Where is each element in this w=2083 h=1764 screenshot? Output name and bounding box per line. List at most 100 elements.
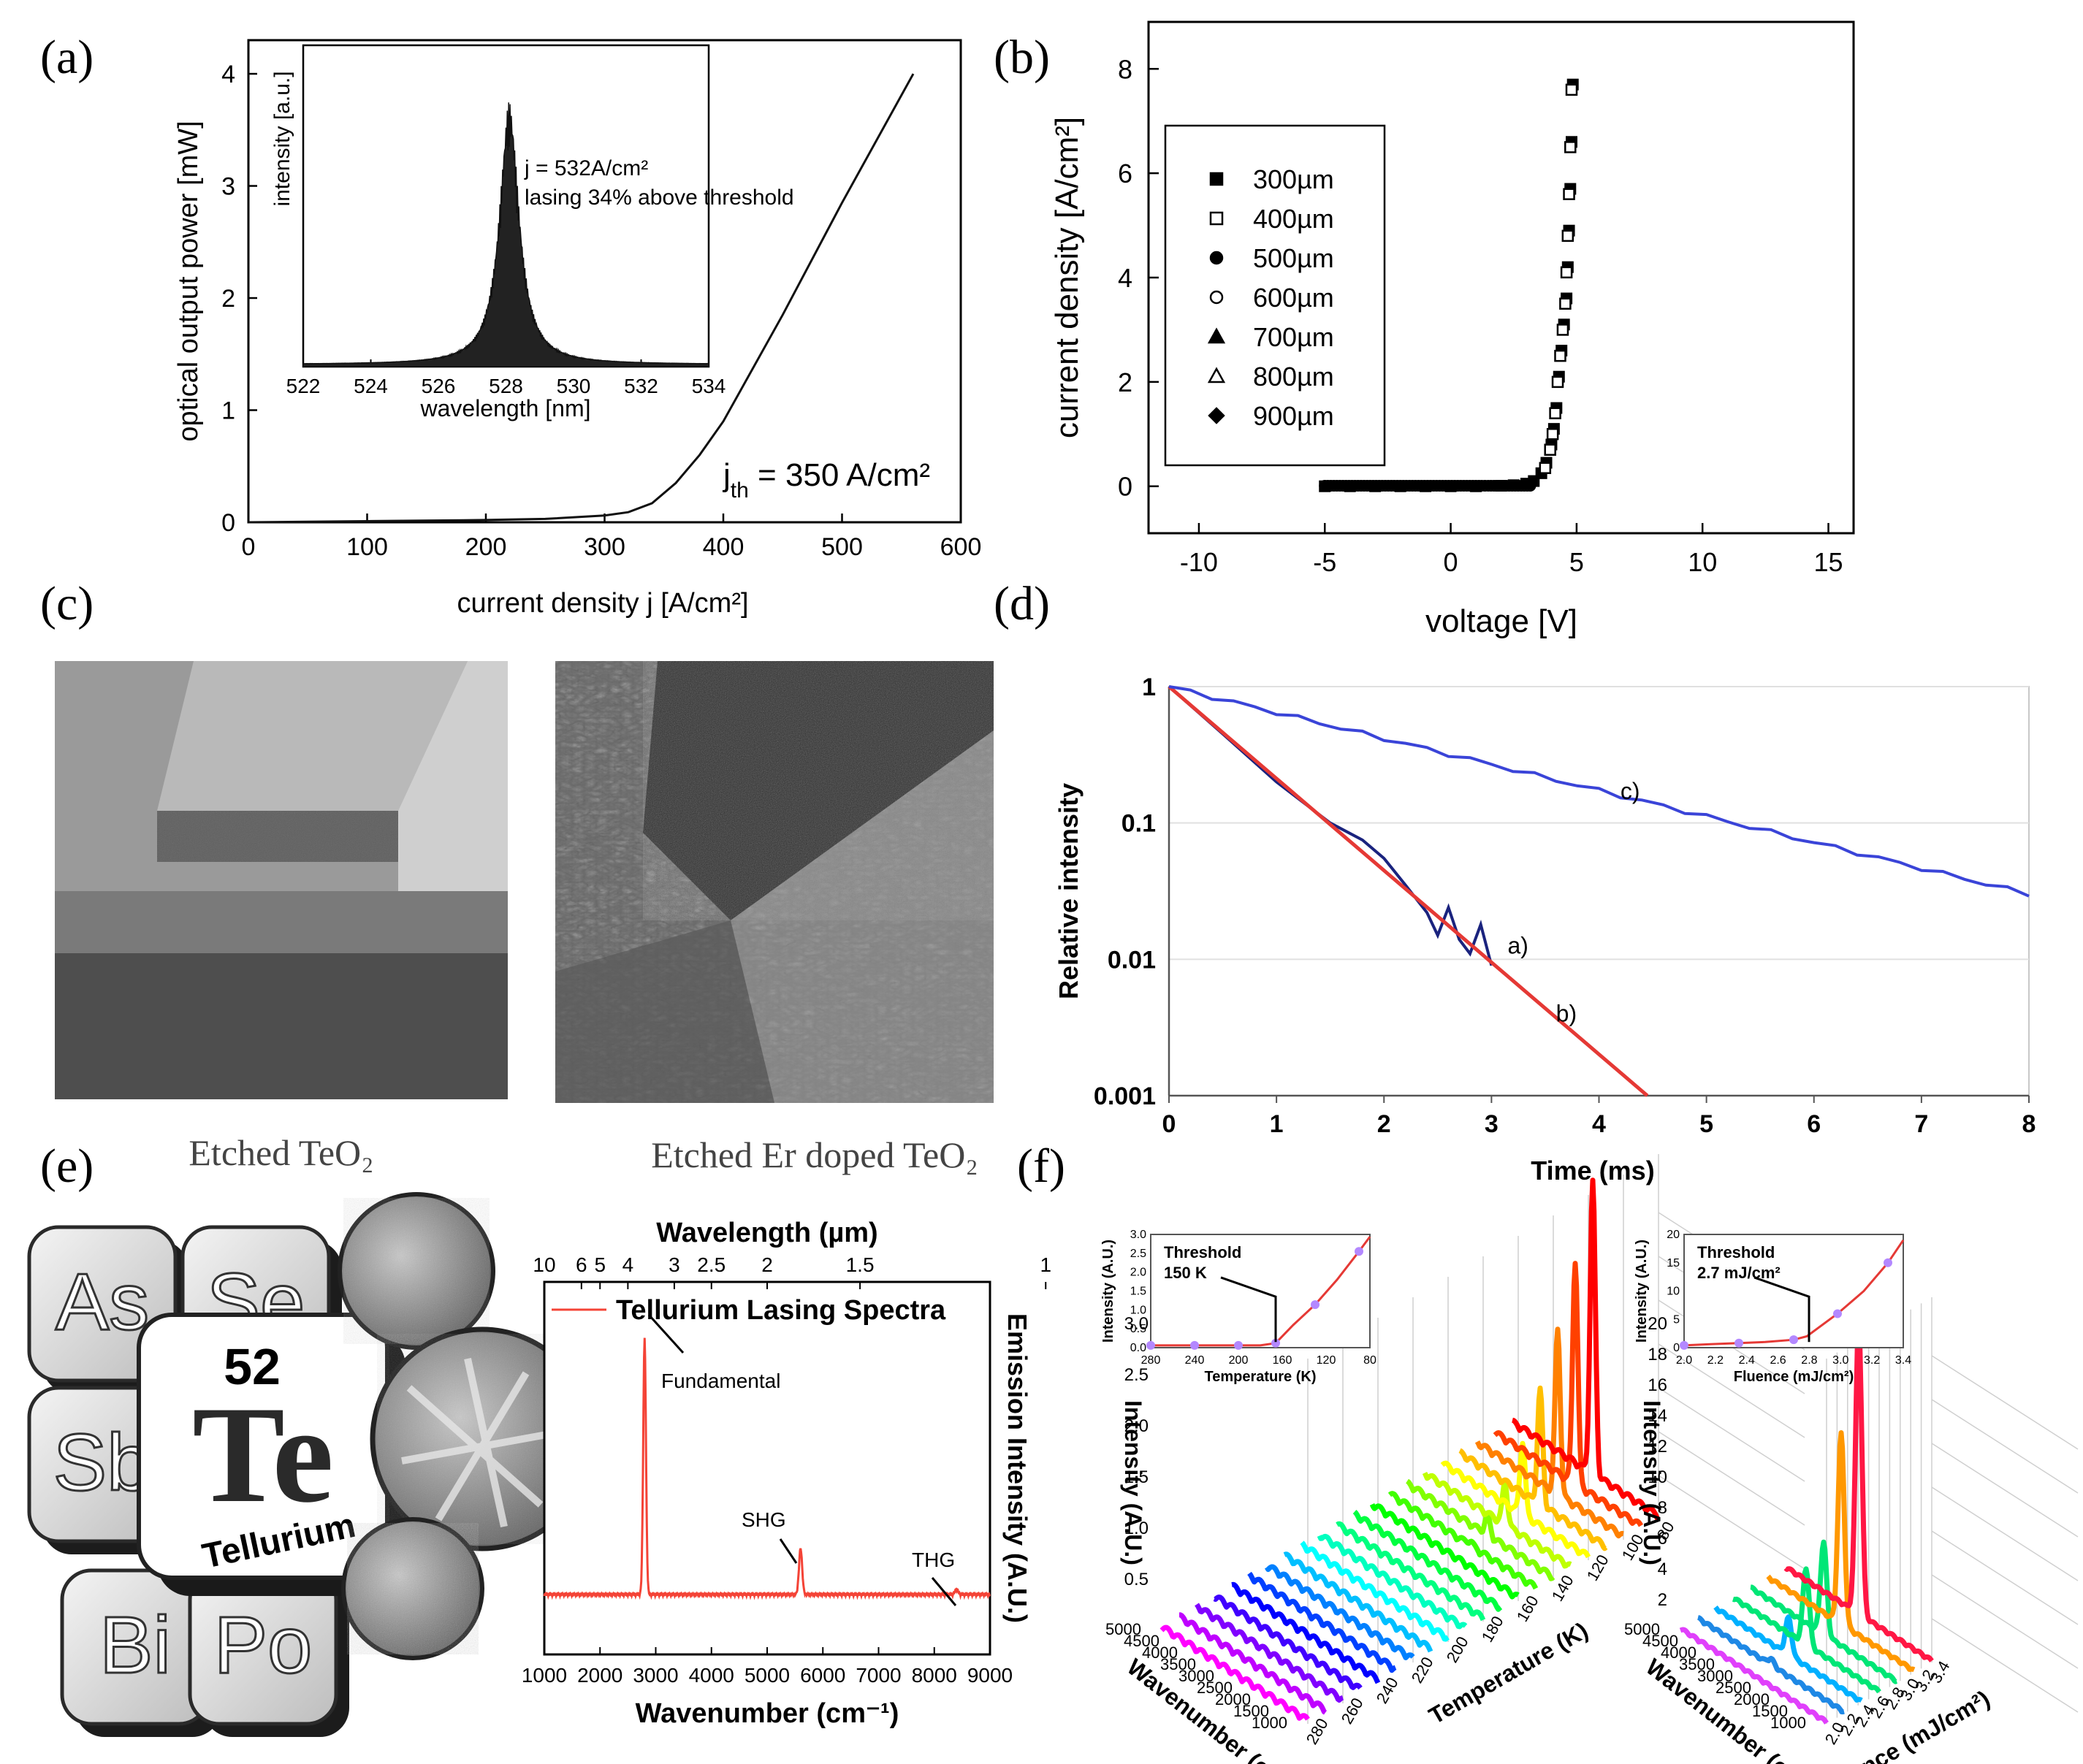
chart-d-xtick-label: 2 (1377, 1110, 1391, 1138)
chart-e-xtick-label: 6000 (800, 1664, 845, 1687)
chart-f-intensity-tick: 4 (1658, 1559, 1667, 1579)
caption-etched-teo2: Etched TeO₂ (189, 1132, 373, 1173)
element-tile-symbol: Sb (53, 1418, 152, 1508)
chart-f-spectrum-trace (1300, 1540, 1450, 1642)
chart-f-gridline (1931, 1486, 2079, 1581)
chart-f-inset-threshold-value: 150 K (1164, 1264, 1207, 1282)
chart-f-inset-arrow (1220, 1276, 1277, 1343)
chart-f-inset-point (1271, 1338, 1280, 1348)
chart-f-spectrum-trace (1195, 1603, 1344, 1703)
chart-f-inset-xtick: 3.0 (1832, 1354, 1848, 1367)
chart-a-inset-xlabel: wavelength [nm] (419, 395, 590, 421)
chart-f-inset-point (1146, 1340, 1155, 1350)
chart-f-wavenumber-tick: 3000 (1697, 1667, 1733, 1685)
chart-b-point (1444, 480, 1457, 492)
chart-b-xtick-label: 15 (1814, 547, 1843, 577)
chart-a-xtick-label: 600 (940, 533, 982, 561)
chart-e-xtick-label: 4000 (689, 1664, 734, 1687)
tellurium-main-tile: 52 Te Tellurium (137, 1313, 405, 1596)
chart-b-ytick-label: 0 (1118, 472, 1132, 502)
chart-f-inset-ytick: 20 (1667, 1229, 1680, 1241)
chart-a-ytick-label: 1 (221, 397, 235, 425)
chart-e-frame (543, 1280, 991, 1656)
chart-f-intensity-tick: 14 (1648, 1406, 1667, 1426)
chart-d-xtick-label: 0 (1162, 1110, 1176, 1138)
chart-f-ylabel: Intensity (A.U.) (1639, 1400, 1665, 1565)
chart-f-spectrum-trace (1369, 1503, 1520, 1600)
chart-f-inset-point (1234, 1340, 1243, 1350)
chart-f-inset-ytick: 2.0 (1130, 1267, 1146, 1279)
chart-a-inset-text2: lasing 34% above threshold (525, 186, 794, 210)
chart-f-wavenumber-tick: 4500 (1124, 1632, 1159, 1650)
chart-f-spectrum-trace (1732, 1566, 1881, 1694)
chart-f-inset-ytick: 1.0 (1130, 1304, 1146, 1316)
chart-f-gridline (1658, 1387, 1805, 1482)
panel-label-b: (b) (994, 31, 1050, 84)
chart-f-spectrum-trace (1336, 1521, 1486, 1622)
chart-d-series-line (1168, 685, 1649, 1097)
chart-f-spectrum-trace (1474, 1326, 1625, 1539)
chart-d-xtick-label: 5 (1699, 1110, 1713, 1138)
chart-b-xtick-label: -5 (1313, 547, 1336, 577)
chart-b: -10 -5 0 5 10 15 0 2 4 6 8 300µm 400µm 500µm 600µm 700… (1049, 20, 1855, 639)
chart-f-gridline (1931, 1618, 2079, 1713)
chart-b-xtick-label: -10 (1180, 547, 1218, 577)
chart-f-inset-ytick: 10 (1667, 1286, 1680, 1298)
element-tile-symbol: As (56, 1257, 149, 1347)
chart-d-xtick-label: 7 (1914, 1110, 1928, 1138)
sem-disc-middle (370, 1326, 595, 1551)
chart-b-ytick-label: 6 (1118, 159, 1132, 188)
chart-d-xtick-label: 4 (1592, 1110, 1606, 1138)
chart-f-spectrum-trace (1387, 1491, 1539, 1590)
chart-f-wavenumber-tick: 3000 (1178, 1667, 1214, 1685)
chart-f-inset-ylabel: Intensity (A.U.) (1100, 1240, 1116, 1343)
element-tile-symbol: Po (214, 1600, 313, 1690)
chart-f-spectrum-trace (1511, 1177, 1661, 1521)
chart-b-legend-label: 600µm (1253, 283, 1334, 313)
chart-d-xtick-label: 8 (2022, 1110, 2036, 1138)
chart-f-wavenumber-tick: 4500 (1642, 1632, 1678, 1650)
chart-b-legend-marker (1209, 211, 1224, 226)
chart-d-xtick-label: 6 (1807, 1110, 1821, 1138)
chart-b-point (1495, 480, 1507, 492)
chart-f-inset-point (1680, 1340, 1688, 1350)
chart-a-threshold-annotation: jth = 350 A/cm² (722, 457, 930, 503)
chart-b-point (1420, 480, 1432, 492)
chart-f-wavenumber-tick: 1500 (1233, 1702, 1269, 1720)
chart-f-zlabel: Temperature (K) (1425, 1617, 1593, 1730)
chart-a-ytick-label: 2 (221, 285, 235, 313)
chart-f-inset-ytick: 3.0 (1130, 1229, 1146, 1241)
chart-b-legend-marker (1207, 367, 1226, 383)
chart-f-intensity-tick: 1.5 (1124, 1467, 1149, 1487)
chart-e-x2tick-label: 2 (761, 1253, 773, 1276)
chart-f-spectrum-trace (1230, 1581, 1381, 1684)
chart-f-depth-tick: 220 (1408, 1654, 1437, 1686)
chart-b-points (1319, 78, 1579, 492)
chart-d-ytick-label: 0.001 (1094, 1083, 1156, 1110)
chart-f-inset-ytick: 0.5 (1130, 1323, 1146, 1335)
chart-b-xtick-label: 0 (1444, 547, 1458, 577)
chart-f-inset-xtick: 160 (1273, 1354, 1292, 1367)
chart-f-spectrum-trace (1766, 1430, 1916, 1673)
chart-a-inset-spectrum (302, 102, 709, 367)
chart-f-spectrum-trace (1159, 1624, 1310, 1721)
chart-f-inset-xlabel: Temperature (K) (1205, 1369, 1317, 1385)
chart-e-x2tick-label: 10 (533, 1253, 555, 1276)
chart-a-xtick-label: 200 (465, 533, 507, 561)
chart-a-inset-xtick-label: 526 (422, 375, 456, 397)
chart-b-point (1539, 462, 1552, 474)
chart-b-legend-label: 300µm (1253, 164, 1334, 194)
chart-f-spectrum-trace (1352, 1509, 1503, 1612)
chart-f-wavenumber-tick: 5000 (1624, 1620, 1660, 1638)
chart-e-x2tick-label: 6 (576, 1253, 587, 1276)
chart-a-ytick-label: 0 (221, 509, 235, 537)
chart-a-inset-ylabel: intensity [a.u.] (270, 71, 294, 206)
chart-e-xtick-label: 2000 (577, 1664, 622, 1687)
chart-a-inset-xtick-label: 528 (489, 375, 523, 397)
chart-f-inset-xtick: 80 (1363, 1354, 1376, 1367)
chart-b-point (1470, 480, 1482, 492)
chart-f-gridline (1658, 1343, 1805, 1438)
chart-f-inset-xtick: 2.8 (1801, 1354, 1817, 1367)
chart-b-point (1546, 428, 1559, 440)
chart-e-x2tick-label: 1.5 (846, 1253, 875, 1276)
